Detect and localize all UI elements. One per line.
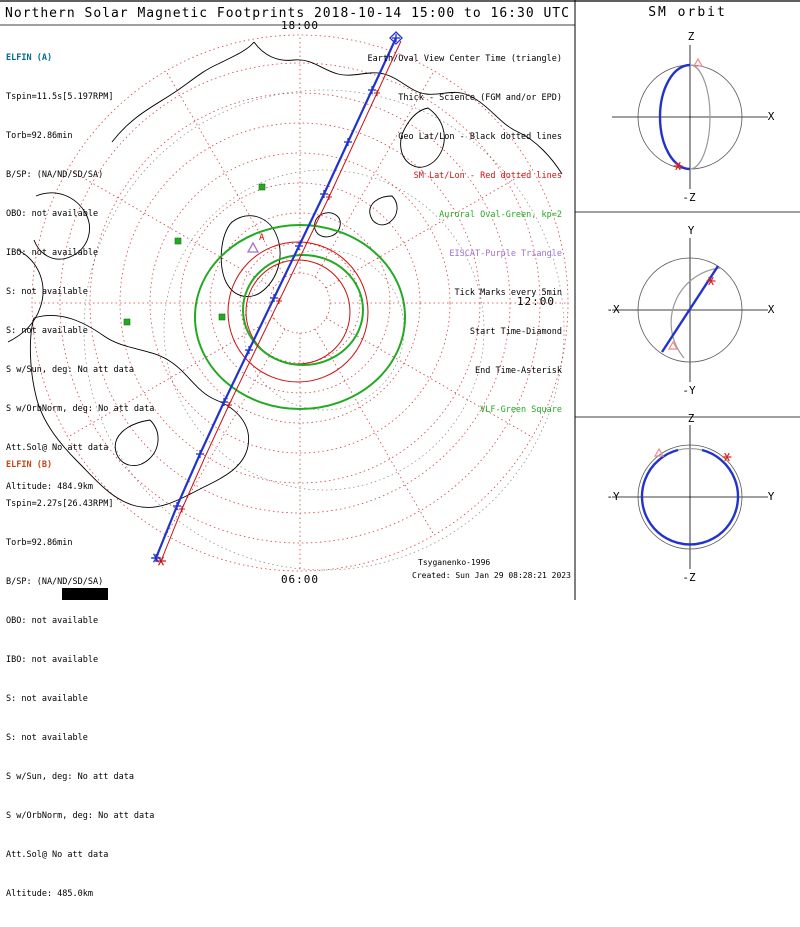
center-time-triangle-icon	[653, 447, 665, 457]
elfin-b-line: S w/Sun, deg: No att data	[6, 772, 134, 782]
elfin-a-line: Altitude: 484.9km	[6, 482, 93, 492]
legend-item: Start Time-Diamond	[469, 327, 562, 337]
clock-label-18: 18:00	[280, 19, 320, 32]
panel3-axis-down: -Z	[682, 571, 696, 584]
legend-item: EISCAT-Purple Triangle	[449, 249, 562, 259]
orbit-farside-arc	[689, 64, 711, 170]
orbit-farside-arc	[670, 267, 721, 359]
corner-box	[62, 588, 108, 600]
elfin-a-track	[151, 31, 403, 563]
center-time-triangle-icon	[667, 340, 679, 350]
elfin-b-name: ELFIN (B)	[6, 460, 53, 470]
panel2-axis-up: Y	[687, 224, 695, 237]
elfin-a-line: IBO: not available	[6, 248, 99, 258]
elfin-a-line: Att.Sol@ No att data	[6, 443, 109, 453]
elfin-a-line: S: not available	[6, 287, 88, 297]
model-credit: Tsyganenko-1996	[418, 558, 491, 567]
sm-orbit-panel-1	[612, 45, 768, 189]
elfin-b-line: S w/OrbNorm, deg: No att data	[6, 811, 155, 821]
elfin-b-info: ELFIN (B) Tspin=2.27s[26.43RPM] Torb=92.…	[6, 433, 154, 927]
elfin-b-line: S: not available	[6, 733, 88, 743]
legend-item: Geo Lat/Lon - Black dotted lines	[398, 132, 562, 142]
legend-item: Auroral Oval-Green, kp=2	[439, 210, 562, 220]
elfin-b-line: S: not available	[6, 694, 88, 704]
legend-item: Thick - Science (FGM and/or EPD)	[398, 93, 562, 103]
elfin-a-line: S: not available	[6, 326, 88, 336]
created-timestamp: Created: Sun Jan 29 08:28:21 2023	[412, 571, 571, 580]
elfin-b-line: Att.Sol@ No att data	[6, 850, 109, 860]
eiscat-triangle-icon	[246, 241, 260, 253]
elfin-a-line: Torb=92.86min	[6, 131, 73, 141]
map-legend: Earth/Oval View Center Time (triangle) T…	[322, 27, 562, 443]
orbit-nearside-arc	[640, 448, 740, 546]
sm-orbit-panel-2	[612, 238, 768, 382]
legend-item: End Time-Asterisk	[475, 366, 562, 376]
orbit-nearside-arc	[660, 265, 720, 353]
elfin-b-line: Altitude: 485.0km	[6, 889, 93, 899]
vlf-square-icon	[218, 313, 226, 321]
elfin-b-line: Torb=92.86min	[6, 538, 73, 548]
elfin-b-line: Tspin=2.27s[26.43RPM]	[6, 499, 114, 509]
vlf-square-icon	[258, 183, 266, 191]
elfin-a-line: OBO: not available	[6, 209, 99, 219]
legend-item: VLF-Green Square	[480, 405, 562, 415]
elfin-a-line: B/SP: (NA/ND/SD/SA)	[6, 170, 104, 180]
plot-canvas: A Northern Solar Magnetic Footprints 201…	[0, 0, 800, 899]
coastlines	[7, 41, 563, 508]
legend-item: Earth/Oval View Center Time (triangle)	[367, 54, 562, 64]
vlf-square-icon	[123, 318, 131, 326]
page-title: Northern Solar Magnetic Footprints 2018-…	[5, 6, 570, 21]
elfin-a-line: S w/Sun, deg: No att data	[6, 365, 134, 375]
panel3-axis-up: Z	[687, 412, 695, 425]
panel3-axis-left: -Y	[606, 490, 620, 503]
panel1-axis-up: Z	[687, 30, 695, 43]
panel2-axis-down: -Y	[682, 384, 696, 397]
sm-orbit-title: SM orbit	[648, 5, 727, 20]
panel3-axis-right: Y	[767, 490, 775, 503]
auroral-oval	[194, 224, 406, 410]
vlf-square-icon	[174, 237, 182, 245]
elfin-a-info: ELFIN (A) Tspin=11.5s[5.197RPM] Torb=92.…	[6, 26, 154, 520]
panel2-axis-left: -X	[606, 303, 620, 316]
elfin-a-line: Tspin=11.5s[5.197RPM]	[6, 92, 114, 102]
sat-a-marker-label: A	[259, 233, 265, 243]
elfin-b-line: OBO: not available	[6, 616, 99, 626]
elfin-a-line: S w/OrbNorm, deg: No att data	[6, 404, 155, 414]
elfin-a-name: ELFIN (A)	[6, 53, 53, 63]
legend-item: SM Lat/Lon - Red dotted lines	[413, 171, 562, 181]
clock-label-12: 12:00	[516, 295, 556, 308]
panel2-axis-right: X	[767, 303, 775, 316]
legend-item: Tick Marks every 5min	[454, 288, 562, 298]
clock-label-06: 06:00	[280, 573, 320, 586]
panel1-axis-right: X	[767, 110, 775, 123]
sm-orbit-panel-3	[612, 425, 768, 569]
vlf-squares	[123, 183, 266, 326]
start-diamond-icon	[389, 31, 403, 45]
center-time-triangle-icon	[692, 57, 704, 67]
elfin-b-line: B/SP: (NA/ND/SD/SA)	[6, 577, 104, 587]
elfin-b-line: IBO: not available	[6, 655, 99, 665]
map-svg: A	[0, 0, 800, 600]
panel1-axis-down: -Z	[682, 191, 696, 204]
